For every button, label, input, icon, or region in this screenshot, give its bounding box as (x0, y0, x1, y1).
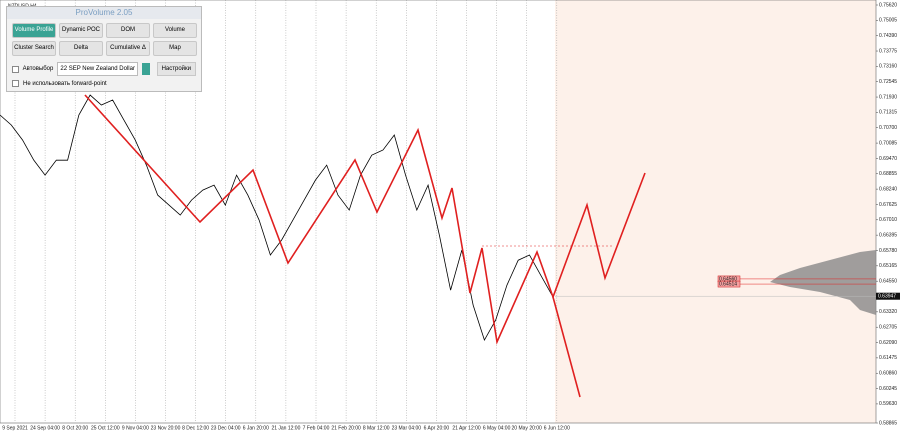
select-row: Автовыбор 22 SEP New Zealand Dollar Наст… (7, 60, 201, 78)
zigzag-line (84, 94, 646, 345)
x-tick-label: 6 May 04:00 (483, 425, 511, 431)
y-tick-label: 0.71315 (879, 110, 897, 116)
y-tick-label: 0.74390 (879, 33, 897, 39)
x-tick-label: 8 Oct 20:00 (62, 425, 88, 431)
level-box (717, 280, 741, 288)
x-tick-label: 7 Feb 04:00 (303, 425, 330, 431)
x-tick-label: 23 Nov 20:00 (151, 425, 181, 431)
forward-row: Не использовать forward-point (7, 78, 201, 89)
x-tick-label: 23 Mar 04:00 (392, 425, 422, 431)
provolume-panel: ProVolume 2.05 Volume Profile Dynamic POC… (6, 6, 202, 92)
level-label: 0.64560 (719, 276, 737, 282)
auto-select[interactable]: Автовыбор (22, 66, 54, 72)
y-tick-label: 0.69470 (879, 156, 897, 162)
dropdown-button[interactable] (142, 63, 150, 75)
volume-profile (770, 250, 876, 315)
tool-button[interactable]: Dynamic POC (59, 23, 103, 38)
y-tick-label: 0.66395 (879, 232, 897, 238)
future-area (555, 0, 876, 423)
y-tick-label: 0.67625 (879, 202, 897, 208)
x-tick-label: 21 Feb 20:00 (331, 425, 361, 431)
tool-button[interactable]: Delta (59, 41, 103, 56)
y-tick-label: 0.67010 (879, 217, 897, 223)
y-tick-label: 0.72545 (879, 79, 897, 85)
chart-frame (0, 0, 877, 424)
y-tick-label: 0.68240 (879, 186, 897, 192)
x-tick-label: 8 Dec 12:00 (182, 425, 209, 431)
level-label: 0.64514 (719, 281, 737, 287)
tool-button[interactable]: Cluster Search (12, 41, 56, 56)
y-tick-label: 0.62705 (879, 325, 897, 331)
x-tick-label: 21 Jan 12:00 (271, 425, 300, 431)
x-tick-label: 23 Dec 04:00 (211, 425, 241, 431)
tool-button[interactable]: DOM (106, 23, 150, 38)
y-tick-label: 0.65165 (879, 263, 897, 269)
zigzag-projection (552, 296, 581, 398)
x-tick-label: 6 Jun 12:00 (544, 425, 570, 431)
contract-select[interactable]: 22 SEP New Zealand Dollar (57, 62, 139, 76)
tool-button[interactable]: Map (153, 41, 197, 56)
zigzag (84, 94, 646, 398)
price-line (0, 94, 553, 342)
tool-button[interactable]: Volume (153, 23, 197, 38)
y-tick-label: 0.70700 (879, 125, 897, 131)
y-tick-label: 0.73160 (879, 64, 897, 70)
x-tick-label: 6 Apr 20:00 (424, 425, 450, 431)
y-tick-label: 0.70085 (879, 140, 897, 146)
forward-point[interactable]: Не использовать forward-point (23, 80, 107, 87)
tool-button[interactable]: Volume Profile (12, 23, 56, 38)
y-tick-label: 0.75620 (879, 2, 897, 8)
y-tick-label: 0.68855 (879, 171, 897, 177)
y-tick-label: 0.75005 (879, 18, 897, 24)
y-tick-label: 0.71930 (879, 94, 897, 100)
tool-button[interactable]: Cumulative Δ (106, 41, 150, 56)
y-tick-label: 0.62090 (879, 340, 897, 346)
y-tick-label: 0.60245 (879, 386, 897, 392)
y-tick-label: 0.60860 (879, 371, 897, 377)
y-tick-label: 0.65780 (879, 248, 897, 254)
x-tick-label: 21 Apr 12:00 (452, 425, 481, 431)
x-tick-label: 24 Sep 04:00 (30, 425, 60, 431)
x-tick-label: 6 Jan 20:00 (243, 425, 269, 431)
y-tick-label: 0.73775 (879, 48, 897, 54)
checkbox[interactable] (12, 80, 19, 87)
current-price-box (876, 292, 900, 300)
button-grid: Volume Profile Dynamic POC DOM Volume Cluste… (7, 19, 201, 60)
x-tick-label: 9 Nov 04:00 (122, 425, 149, 431)
x-tick-label: 9 Sep 2021 (2, 425, 28, 431)
checkbox[interactable] (12, 65, 19, 73)
current-price-label: 0.63947 (878, 294, 896, 300)
x-tick-label: 20 May 20:00 (512, 425, 543, 431)
y-tick-label: 0.59630 (879, 401, 897, 407)
x-tick-label: 25 Oct 12:00 (91, 425, 120, 431)
y-tick-label: 0.63320 (879, 309, 897, 315)
x-tick-label: 8 Mar 12:00 (363, 425, 390, 431)
settings-button[interactable]: Настройки (156, 62, 196, 76)
y-tick-label: 0.61475 (879, 355, 897, 361)
panel-title: ProVolume 2.05 (7, 7, 201, 19)
y-tick-label: 0.58865 (879, 420, 897, 426)
y-tick-label: 0.64550 (879, 279, 897, 285)
